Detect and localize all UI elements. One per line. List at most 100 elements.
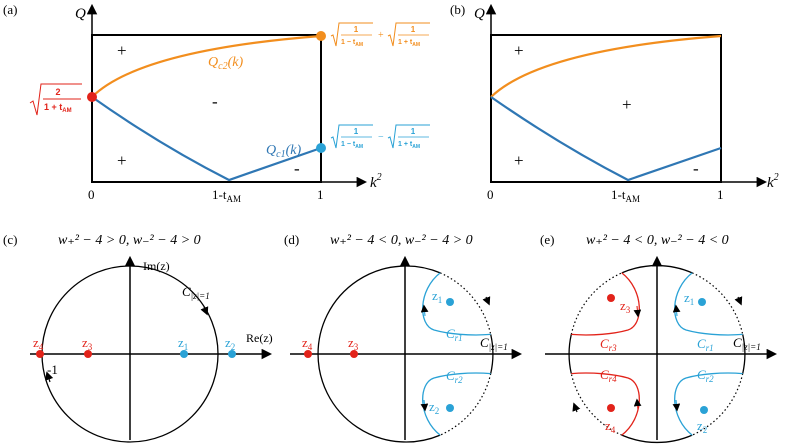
panel-e-dotted-1	[691, 272, 744, 335]
panel-e-cr3-label: Cr3	[600, 336, 617, 353]
panel-e-cr4-arc	[571, 372, 640, 436]
svg-text:1 + tAM: 1 + tAM	[44, 102, 72, 114]
panel-a-bottom-right-formula: 1 1 − tAM − 1 1 + tAM	[330, 124, 430, 150]
panel-e-z2-label: z2	[697, 418, 707, 435]
panel-a-left-formula: 2 1 + tAM	[29, 83, 82, 116]
panel-e-cr1-label: Cr1	[697, 336, 714, 353]
panel-b-upper-curve	[490, 34, 722, 98]
panel-d-z1-point	[446, 298, 454, 306]
panel-a-qc1-curve	[91, 96, 322, 182]
panel-b-lower-curve	[490, 96, 722, 182]
panel-c-z4-point	[36, 350, 44, 358]
panel-a-qc1-label: Qc1(k)	[266, 143, 301, 160]
svg-text:+: +	[378, 30, 384, 41]
panel-e-circle-arrow-left	[572, 402, 581, 413]
panel-c-contour-label: C|z|=1	[182, 284, 210, 301]
panel-b-label: (b)	[450, 2, 465, 17]
panel-b-sign-middle: +	[622, 95, 632, 114]
panel-d-cr2-arc	[422, 372, 491, 436]
panel-d-z4-label: z4	[302, 335, 313, 352]
panel-a-top-right-point	[316, 31, 326, 41]
panel-e-z2-point	[700, 406, 708, 414]
svg-text:1: 1	[411, 25, 416, 34]
panel-b-tick-mid: 1-tAM	[611, 187, 640, 204]
panel-e-cr2-arrow	[672, 399, 681, 412]
panel-e-dotted-4	[570, 272, 623, 335]
panel-c-circle-arrow-right	[200, 306, 209, 316]
panel-e-cr4-arrow	[633, 398, 642, 411]
panel-a-tick-0: 0	[88, 187, 95, 202]
panel-c-condition: w₊² − 4 > 0, w₋² − 4 > 0	[58, 233, 201, 248]
panel-b-sign-lower-left: +	[514, 151, 524, 170]
panel-a-tick-mid: 1-tAM	[212, 187, 241, 204]
panel-d-z1-label: z1	[432, 288, 442, 305]
panel-c-z2-label: z2	[225, 335, 235, 352]
panel-d-z3-label: z3	[348, 335, 359, 352]
panel-c-z2-point	[228, 350, 236, 358]
panel-e-dotted-2	[691, 373, 744, 436]
panel-b-tick-1: 1	[717, 187, 724, 202]
panel-a: (a) Q k2 + - + - 0 1 1-tAM Qc2(k) Qc1(k)…	[3, 2, 430, 204]
panel-c-minus-one: -1	[47, 362, 58, 377]
panel-c-re-label: Re(z)	[246, 331, 273, 345]
panel-b: (b) Q k2 + + + - 0 1 1-tAM	[450, 2, 779, 204]
panel-d-cr2-label: Cr2	[446, 368, 463, 385]
svg-text:1 + tAM: 1 + tAM	[398, 141, 420, 150]
panel-e: (e) w₊² − 4 < 0, w₋² − 4 < 0 C|z|=1 Cr1 …	[540, 232, 778, 444]
panel-e-circle-bottom	[621, 434, 693, 444]
panel-d-circle-dotted-top	[439, 272, 492, 335]
panel-c-label: (c)	[3, 232, 17, 247]
panel-e-z1-label: z1	[684, 290, 694, 307]
panel-c-z1-point	[180, 350, 188, 358]
panel-c-z4-label: z4	[33, 335, 44, 352]
panel-b-box	[490, 34, 722, 183]
svg-text:1: 1	[411, 127, 416, 136]
panel-a-left-point	[87, 92, 97, 102]
panel-d-unit-circle-right	[490, 334, 494, 374]
panel-e-cr1-arrow	[672, 304, 681, 317]
panel-e-cr4-label: Cr4	[600, 367, 617, 384]
panel-c-z3-label: z3	[82, 335, 93, 352]
panel-d-cr1-arrow	[420, 304, 429, 317]
panel-a-tick-1: 1	[317, 187, 324, 202]
panel-d-contour-label: C|z|=1	[480, 335, 508, 352]
panel-c-z1-label: z1	[178, 335, 188, 352]
panel-e-cr3-arrow	[633, 305, 642, 318]
panel-c-im-label: Im(z)	[143, 259, 170, 273]
panel-c-circle-arrow-left	[45, 371, 54, 383]
panel-a-sign-lower-right: -	[294, 159, 300, 178]
panel-e-z4-label: z4	[605, 418, 616, 435]
svg-text:1 + tAM: 1 + tAM	[398, 39, 420, 48]
panel-e-contour-label: C|z|=1	[733, 335, 761, 352]
panel-b-sign-upper-left: +	[514, 41, 524, 60]
panel-d-label: (d)	[284, 232, 299, 247]
panel-a-sign-lower-left: +	[117, 151, 127, 170]
panel-d-cr1-arc	[422, 272, 491, 336]
svg-text:1 − tAM: 1 − tAM	[341, 141, 363, 150]
panel-b-y-label: Q	[474, 6, 485, 22]
panel-c: (c) w₊² − 4 > 0, w₋² − 4 > 0 Im(z) Re(z)…	[3, 232, 273, 443]
panel-d-cr1-label: Cr1	[446, 326, 463, 343]
panel-e-cr1-arc	[674, 272, 743, 336]
panel-e-cr2-arc	[674, 372, 743, 436]
panel-a-sign-upper-left: +	[117, 41, 127, 60]
panel-a-y-label: Q	[75, 6, 86, 22]
panel-d-z4-point	[304, 350, 312, 358]
panel-a-label: (a)	[3, 2, 17, 17]
svg-text:1: 1	[354, 25, 359, 34]
svg-text:−: −	[378, 132, 384, 143]
panel-d-circle-arrow	[482, 296, 491, 306]
panel-e-z3-label: z3	[620, 298, 631, 315]
panel-e-circle-arrow-right	[734, 296, 743, 306]
panel-d-z3-point	[350, 350, 358, 358]
panel-e-z3-point	[607, 294, 615, 302]
panel-a-sign-middle: -	[212, 92, 218, 111]
panel-e-z1-point	[698, 298, 706, 306]
panel-e-cr3-arc	[571, 272, 640, 336]
panel-a-box	[91, 34, 322, 183]
panel-e-condition: w₊² − 4 < 0, w₋² − 4 < 0	[586, 233, 729, 248]
panel-e-cr2-label: Cr2	[697, 367, 714, 384]
panel-e-circle-top	[621, 264, 693, 274]
panel-d-unit-circle	[317, 265, 441, 443]
svg-text:1 − tAM: 1 − tAM	[341, 39, 363, 48]
